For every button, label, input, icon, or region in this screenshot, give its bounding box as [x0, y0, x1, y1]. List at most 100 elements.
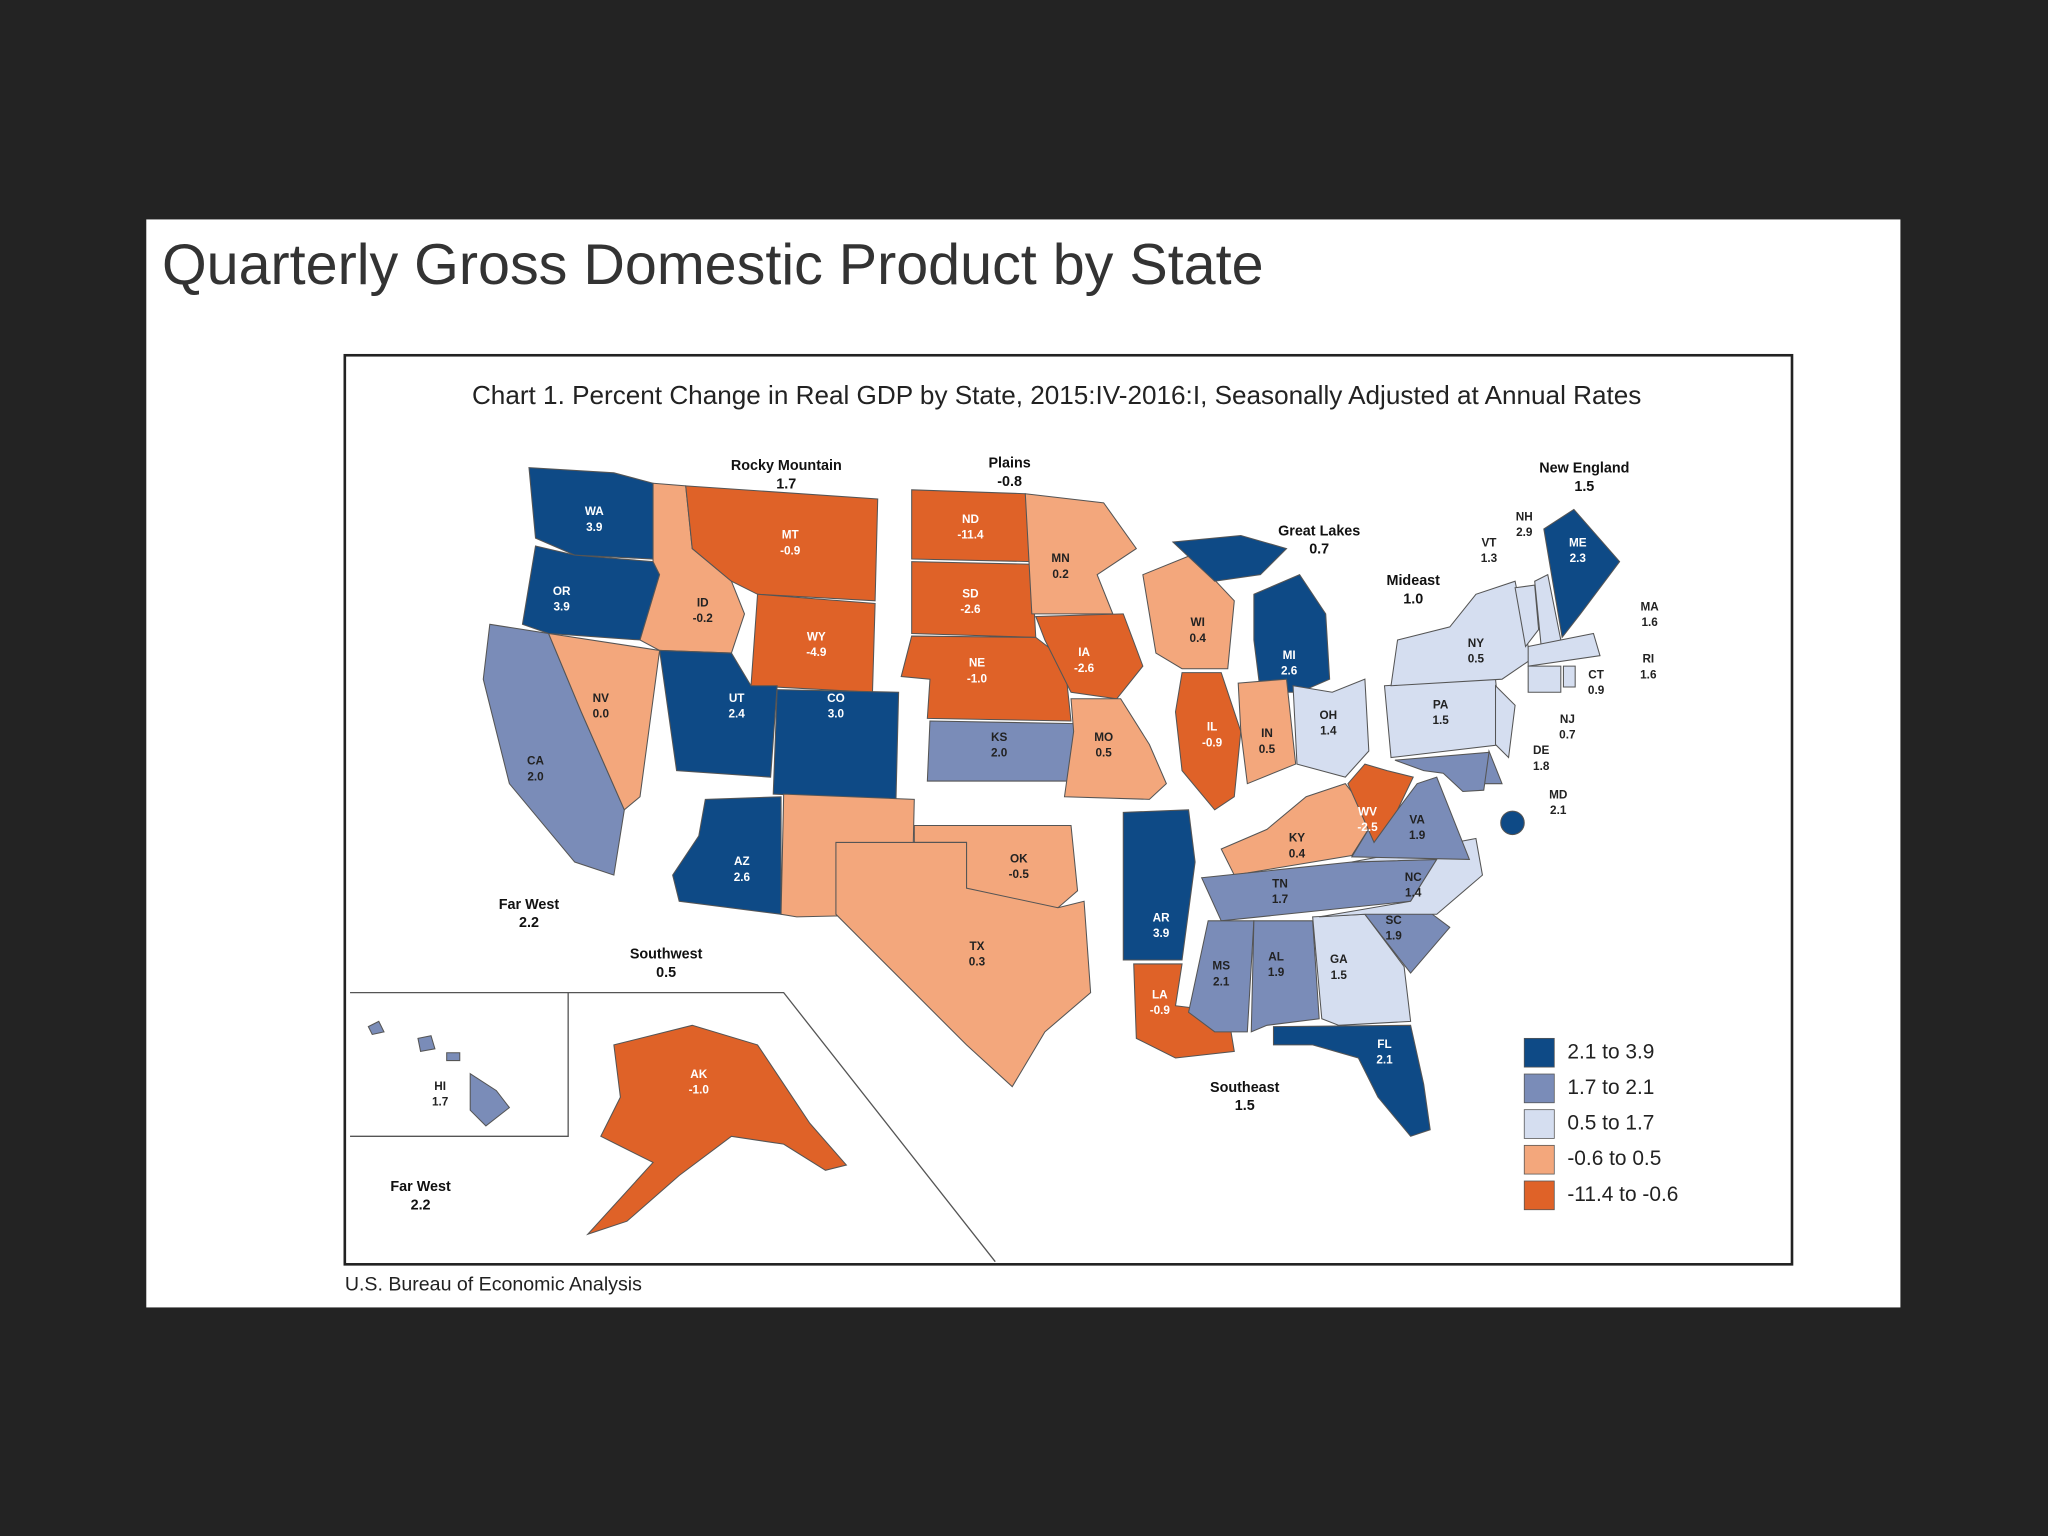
state-code: MN — [1051, 552, 1069, 565]
state-code: MA — [1640, 600, 1659, 613]
state — [547, 632, 661, 811]
state-code: KY — [1289, 832, 1305, 845]
state-value: 3.9 — [553, 600, 570, 613]
state-code: IN — [1261, 727, 1273, 740]
legend-swatch — [1523, 1180, 1555, 1211]
state-code: WV — [1358, 806, 1377, 819]
state — [1174, 672, 1242, 811]
state-code: NV — [593, 692, 609, 705]
inset-border — [350, 991, 996, 1263]
state-code: RI — [1642, 653, 1654, 666]
state-code: CA — [527, 755, 544, 768]
region-name: Mideast — [1386, 573, 1440, 589]
legend-swatch — [1523, 1144, 1555, 1175]
state — [1272, 1024, 1431, 1137]
state — [446, 1052, 461, 1062]
state — [1543, 508, 1621, 639]
state-code: DC — [1529, 811, 1546, 824]
state-value: 2.0 — [991, 747, 1008, 760]
state-value: 0.5 — [1096, 747, 1113, 760]
state-value: -4.9 — [806, 646, 827, 659]
source: U.S. Bureau of Economic Analysis — [345, 1273, 642, 1295]
region-value: 1.0 — [1403, 591, 1423, 607]
state-value: 2.0 — [527, 770, 544, 783]
region-value: 1.5 — [1235, 1098, 1255, 1114]
state-value: 2.3 — [1570, 552, 1587, 565]
state-code: AK — [690, 1068, 707, 1081]
legend-swatch — [1523, 1073, 1555, 1104]
state-code: IL — [1207, 721, 1217, 734]
state — [1237, 678, 1297, 785]
state-value: 2.8 — [1529, 826, 1546, 839]
state-code: MS — [1212, 960, 1230, 973]
state-value: 0.0 — [593, 708, 610, 721]
state-value: 1.6 — [1640, 668, 1657, 681]
region-value: -0.8 — [997, 474, 1022, 490]
state-value: 0.5 — [1468, 653, 1485, 666]
state-code: CO — [827, 692, 845, 705]
state-value: 1.5 — [1331, 969, 1348, 982]
state — [1253, 574, 1331, 693]
state-value: 0.2 — [1052, 568, 1069, 581]
state-value: 1.9 — [1268, 966, 1285, 979]
state — [1527, 665, 1562, 693]
state-value: 0.9 — [1588, 684, 1605, 697]
state — [1024, 493, 1138, 615]
state-value: 3.0 — [828, 708, 845, 721]
legend-label: 1.7 to 2.1 — [1567, 1076, 1654, 1099]
state-code: NC — [1405, 871, 1422, 884]
state-code: AR — [1153, 911, 1170, 924]
state-value: 0.4 — [1289, 847, 1306, 860]
state-code: FL — [1377, 1038, 1391, 1051]
region-value: 1.5 — [1574, 479, 1594, 495]
region-name: Far West — [390, 1179, 451, 1195]
region-value: 0.7 — [1309, 542, 1329, 558]
map-title: Chart 1. Percent Change in Real GDP by S… — [472, 380, 1641, 410]
state-value: -0.9 — [1150, 1004, 1171, 1017]
state — [1122, 809, 1196, 961]
state — [521, 545, 661, 641]
state-code: VA — [1409, 813, 1425, 826]
state — [469, 1072, 511, 1127]
state-code: MD — [1549, 789, 1567, 802]
state-code: WI — [1191, 616, 1205, 629]
state — [900, 635, 1072, 722]
state-value: 2.9 — [1516, 526, 1533, 539]
region-name: Rocky Mountain — [731, 458, 842, 474]
state — [1292, 678, 1370, 778]
state-value: 1.7 — [432, 1095, 449, 1108]
state-code: SC — [1385, 914, 1402, 927]
state-value: 2.6 — [1281, 664, 1298, 677]
legend-swatch — [1523, 1037, 1555, 1068]
state-value: -11.4 — [957, 529, 984, 542]
state-value: 3.9 — [1153, 927, 1170, 940]
state-code: MI — [1283, 649, 1296, 662]
region-value: 2.2 — [519, 915, 539, 931]
state-code: IA — [1078, 646, 1090, 659]
region-name: Great Lakes — [1278, 523, 1360, 539]
state-code: GA — [1330, 953, 1348, 966]
state — [1063, 698, 1167, 800]
state-code: TX — [969, 940, 984, 953]
region-value: 0.5 — [656, 965, 676, 981]
legend-label: 2.1 to 3.9 — [1567, 1040, 1654, 1063]
state-code: ND — [962, 513, 979, 526]
state-value: 1.8 — [1533, 760, 1550, 773]
state — [1514, 584, 1540, 648]
state-value: 2.1 — [1376, 1054, 1393, 1067]
state-value: -2.5 — [1357, 821, 1378, 834]
region-value: 2.2 — [411, 1197, 431, 1213]
state-value: 2.1 — [1550, 804, 1567, 817]
state-code: NH — [1516, 510, 1533, 523]
legend-label: 0.5 to 1.7 — [1567, 1112, 1654, 1135]
state-value: -0.9 — [780, 544, 801, 557]
state-value: 1.6 — [1641, 616, 1658, 629]
region-value: 1.7 — [776, 476, 796, 492]
state-code: OK — [1010, 853, 1028, 866]
state — [658, 649, 778, 778]
state-code: DE — [1533, 744, 1549, 757]
state-code: OR — [553, 585, 571, 598]
state-value: -1.0 — [967, 672, 988, 685]
state-value: -1.0 — [689, 1084, 710, 1097]
